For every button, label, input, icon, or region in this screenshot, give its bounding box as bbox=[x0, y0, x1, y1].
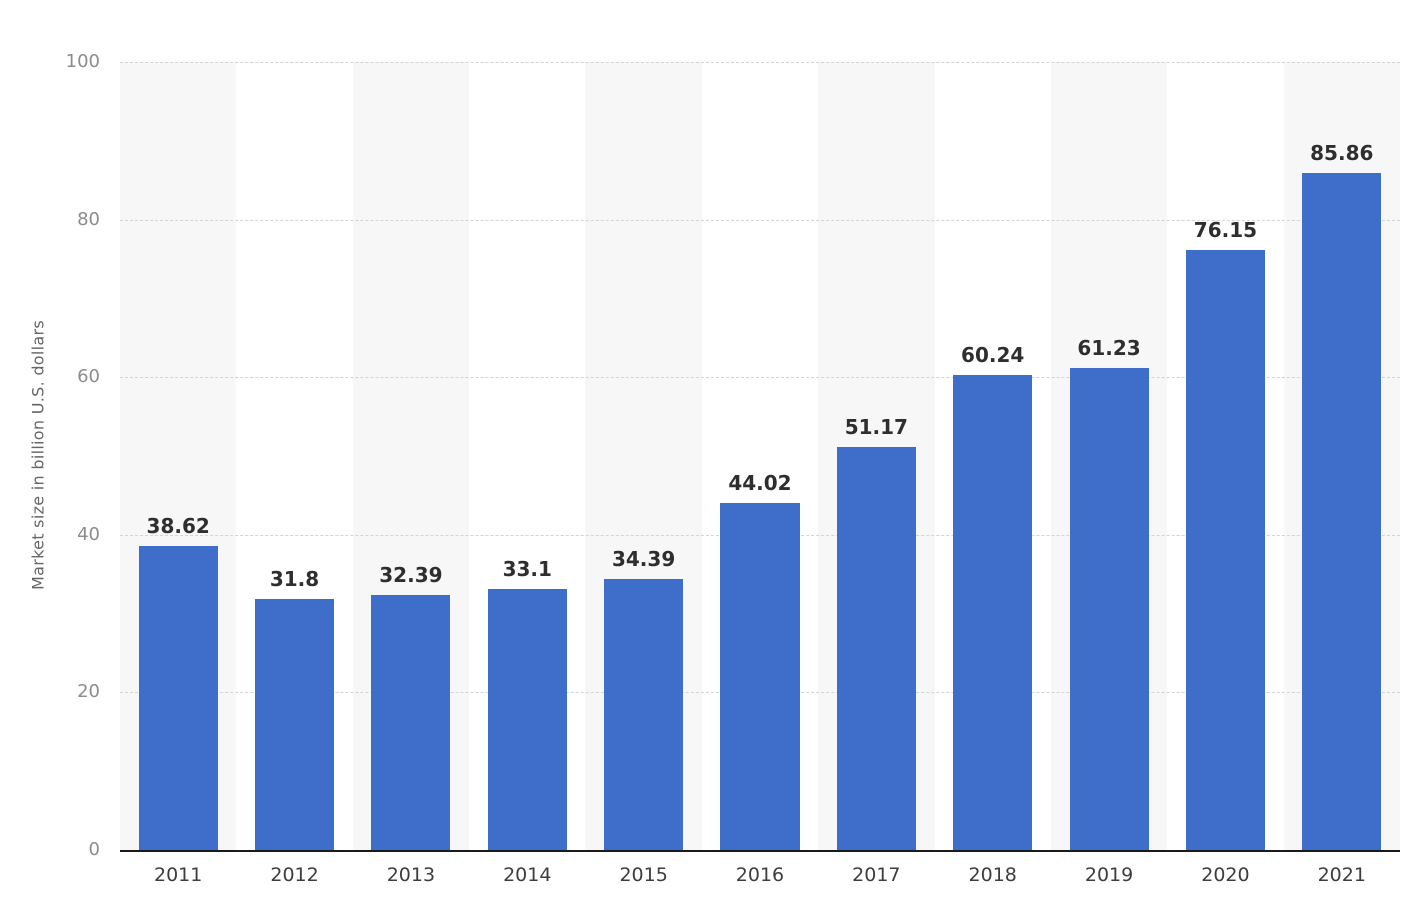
bar-value-label: 33.1 bbox=[502, 557, 552, 582]
x-tick-label: 2014 bbox=[503, 864, 552, 886]
bar-value-label: 32.39 bbox=[379, 562, 443, 587]
bar-value-label: 60.24 bbox=[961, 343, 1025, 368]
bars-layer: 38.62 31.8 32.39 33.1 34.39 44.02 51.17 60.24 61… bbox=[120, 62, 1400, 850]
y-tick-label: 80 bbox=[77, 208, 100, 230]
category-column: 51.17 bbox=[818, 62, 934, 850]
bar-2014: 33.1 bbox=[487, 557, 567, 850]
bar-value-label: 61.23 bbox=[1077, 335, 1141, 360]
bar-2013: 32.39 bbox=[371, 563, 451, 850]
x-axis-labels: 2011 2012 2013 2014 2015 2016 2017 2018 2019 2020… bbox=[120, 864, 1400, 886]
x-tick-label: 2020 bbox=[1201, 864, 1250, 886]
category-column: 61.23 bbox=[1051, 62, 1167, 850]
x-tick-label: 2016 bbox=[735, 864, 785, 886]
bar-value-label: 34.39 bbox=[611, 547, 676, 572]
y-tick-label: 0 bbox=[88, 839, 100, 860]
bar-2020: 76.15 bbox=[1185, 218, 1265, 850]
category-column: 44.02 bbox=[702, 62, 818, 850]
category-column: 34.39 bbox=[585, 62, 701, 850]
category-column: 76.15 bbox=[1167, 62, 1283, 850]
bar-2015: 34.39 bbox=[604, 547, 684, 850]
bar-value-label: 51.17 bbox=[844, 414, 908, 439]
y-tick-label: 20 bbox=[77, 681, 100, 703]
bar-2017: 51.17 bbox=[836, 415, 916, 850]
bar-2012: 31.8 bbox=[254, 567, 335, 850]
bar-value-label: 44.02 bbox=[728, 471, 792, 496]
bar-2021: 85.86 bbox=[1302, 141, 1382, 850]
gridline bbox=[120, 377, 1400, 379]
x-tick-label: 2015 bbox=[619, 864, 668, 886]
y-tick-label: 40 bbox=[77, 523, 100, 545]
bar-2018: 60.24 bbox=[953, 343, 1033, 850]
category-column: 85.86 bbox=[1284, 62, 1400, 850]
bar-value-label: 31.8 bbox=[269, 567, 320, 592]
y-tick-label: 100 bbox=[65, 51, 100, 72]
x-tick-label: 2013 bbox=[386, 864, 436, 886]
x-tick-label: 2021 bbox=[1317, 864, 1366, 886]
x-tick-label: 2019 bbox=[1084, 864, 1134, 886]
bar-value-label: 38.62 bbox=[146, 513, 210, 538]
category-column: 38.62 bbox=[120, 62, 236, 850]
bar-value-label: 85.86 bbox=[1310, 141, 1374, 166]
bar-2011: 38.62 bbox=[138, 514, 218, 850]
bar-value-label: 76.15 bbox=[1193, 217, 1258, 242]
gridline bbox=[120, 62, 1400, 63]
plot-area: 38.62 31.8 32.39 33.1 34.39 44.02 51.17 60.24 61… bbox=[120, 62, 1400, 852]
y-tick-label: 60 bbox=[77, 366, 100, 388]
x-tick-label: 2017 bbox=[852, 864, 901, 886]
bar-2019: 61.23 bbox=[1069, 336, 1149, 850]
y-axis-title: Market size in billion U.S. dollars bbox=[28, 320, 48, 590]
x-tick-label: 2012 bbox=[270, 864, 319, 886]
x-tick-label: 2011 bbox=[154, 864, 203, 886]
gridline bbox=[120, 219, 1400, 221]
category-column: 32.39 bbox=[353, 62, 469, 850]
category-column: 60.24 bbox=[935, 62, 1051, 850]
category-column: 33.1 bbox=[469, 62, 585, 850]
category-column: 31.8 bbox=[236, 62, 352, 850]
bar-2016: 44.02 bbox=[720, 471, 800, 850]
x-tick-label: 2018 bbox=[968, 864, 1017, 886]
